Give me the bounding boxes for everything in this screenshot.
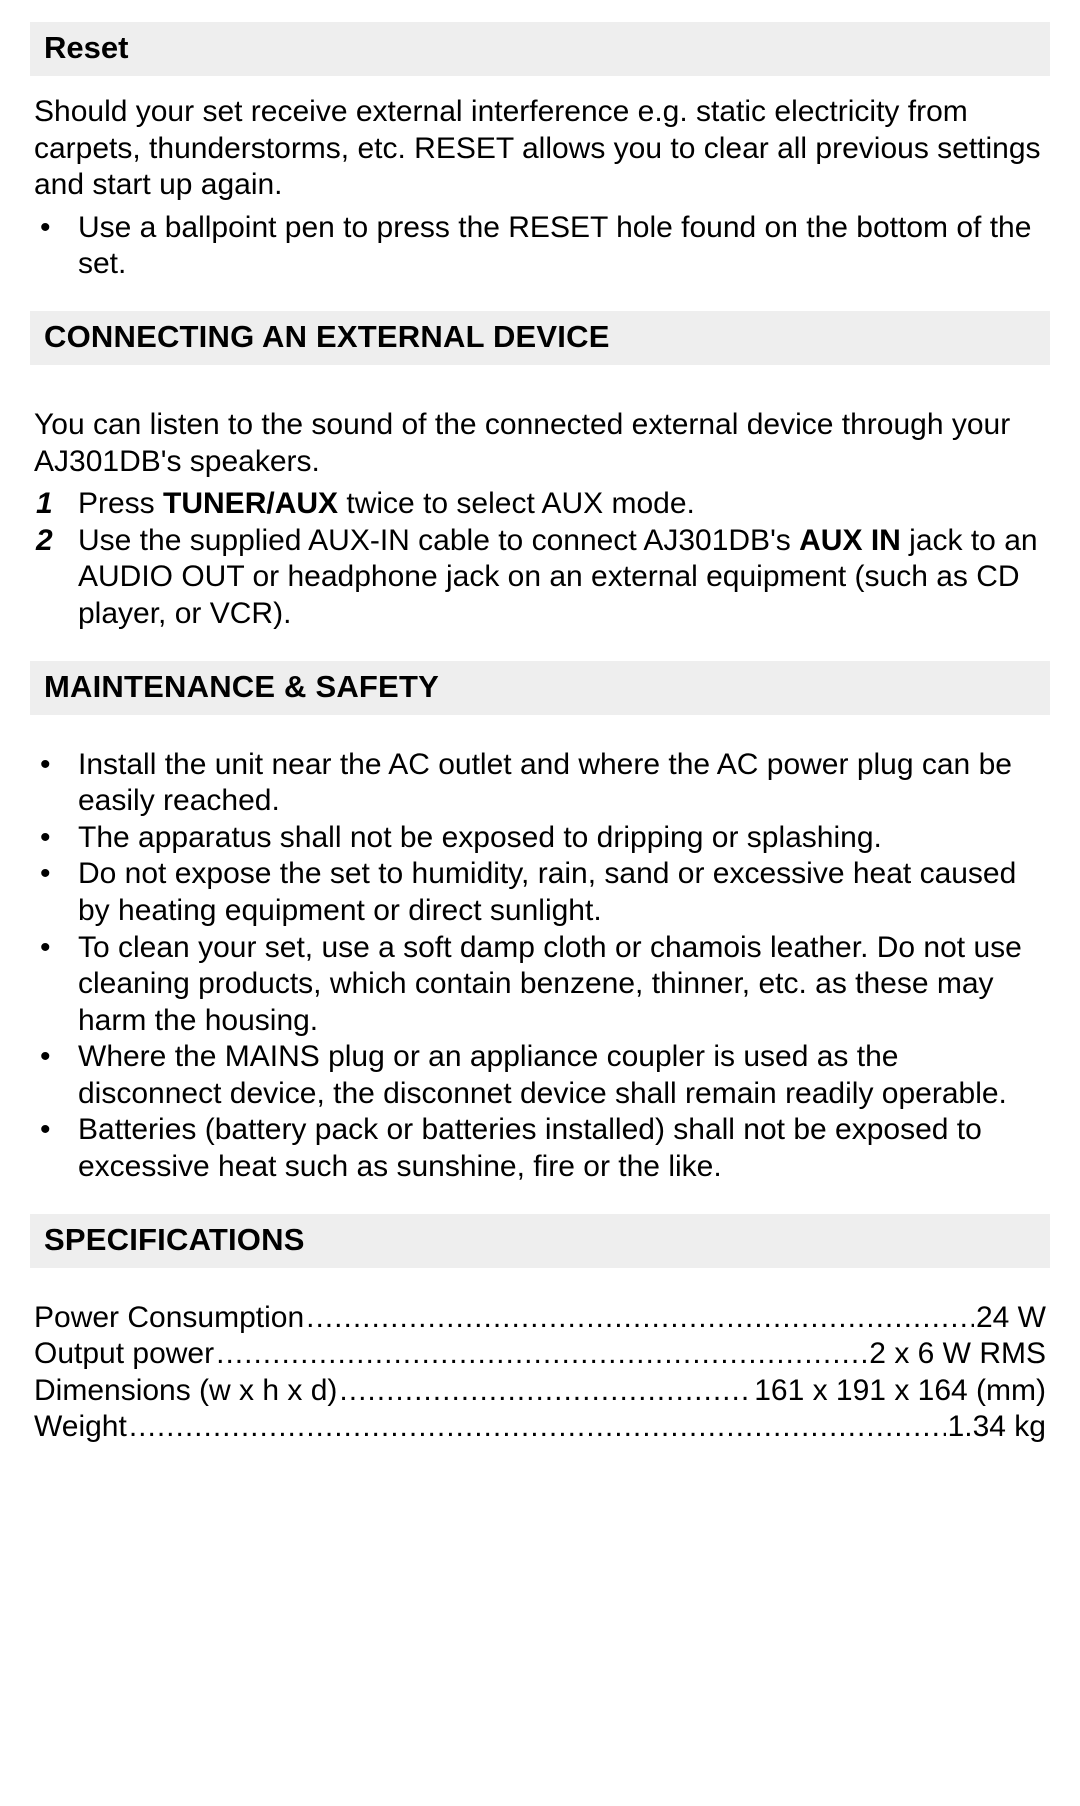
list-item: To clean your set, use a soft damp cloth… bbox=[34, 930, 1046, 1040]
maintenance-bullets: Install the unit near the AC outlet and … bbox=[30, 747, 1050, 1186]
spec-label: Output power bbox=[34, 1336, 214, 1373]
reset-intro: Should your set receive external interfe… bbox=[30, 94, 1050, 204]
reset-bullets: Use a ballpoint pen to press the RESET h… bbox=[30, 210, 1050, 283]
heading-specifications: SPECIFICATIONS bbox=[30, 1214, 1050, 1268]
heading-maintenance-safety: MAINTENANCE & SAFETY bbox=[30, 661, 1050, 715]
spec-label: Dimensions (w x h x d) bbox=[34, 1373, 337, 1410]
spec-row: Output power 2 x 6 W RMS bbox=[34, 1336, 1046, 1373]
step-number: 1 bbox=[36, 486, 53, 523]
spec-label: Power Consumption bbox=[34, 1300, 304, 1337]
step-text-pre: Use the supplied AUX-IN cable to connect… bbox=[78, 524, 799, 557]
list-item: 1 Press TUNER/AUX twice to select AUX mo… bbox=[34, 486, 1046, 523]
spec-row: Dimensions (w x h x d) 161 x 191 x 164 (… bbox=[34, 1373, 1046, 1410]
step-text-bold: AUX IN bbox=[799, 524, 901, 557]
list-item: Batteries (battery pack or batteries ins… bbox=[34, 1112, 1046, 1185]
connect-intro: You can listen to the sound of the conne… bbox=[30, 407, 1050, 480]
spec-label: Weight bbox=[34, 1409, 127, 1446]
spec-value: 24 W bbox=[976, 1300, 1046, 1337]
step-text-pre: Press bbox=[78, 487, 163, 520]
heading-reset: Reset bbox=[30, 22, 1050, 76]
connect-steps: 1 Press TUNER/AUX twice to select AUX mo… bbox=[30, 486, 1050, 632]
heading-connect: CONNECTING AN EXTERNAL DEVICE bbox=[30, 311, 1050, 365]
leader-dots bbox=[306, 1300, 974, 1337]
leader-dots bbox=[216, 1336, 867, 1373]
list-item: Install the unit near the AC outlet and … bbox=[34, 747, 1046, 820]
list-item: Where the MAINS plug or an appliance cou… bbox=[34, 1039, 1046, 1112]
list-item: The apparatus shall not be exposed to dr… bbox=[34, 820, 1046, 857]
manual-page: Reset Should your set receive external i… bbox=[0, 0, 1080, 1806]
list-item: Use a ballpoint pen to press the RESET h… bbox=[34, 210, 1046, 283]
spec-row: Weight 1.34 kg bbox=[34, 1409, 1046, 1446]
spec-row: Power Consumption 24 W bbox=[34, 1300, 1046, 1337]
spec-value: 1.34 kg bbox=[948, 1409, 1046, 1446]
leader-dots bbox=[339, 1373, 752, 1410]
spec-value: 161 x 191 x 164 (mm) bbox=[754, 1373, 1046, 1410]
step-text-post: twice to select AUX mode. bbox=[338, 487, 695, 520]
list-item: Do not expose the set to humidity, rain,… bbox=[34, 856, 1046, 929]
leader-dots bbox=[129, 1409, 946, 1446]
list-item: 2 Use the supplied AUX-IN cable to conne… bbox=[34, 523, 1046, 633]
step-text-bold: TUNER/AUX bbox=[163, 487, 338, 520]
step-number: 2 bbox=[36, 523, 53, 560]
spec-table: Power Consumption 24 W Output power 2 x … bbox=[30, 1300, 1050, 1446]
spec-value: 2 x 6 W RMS bbox=[869, 1336, 1046, 1373]
